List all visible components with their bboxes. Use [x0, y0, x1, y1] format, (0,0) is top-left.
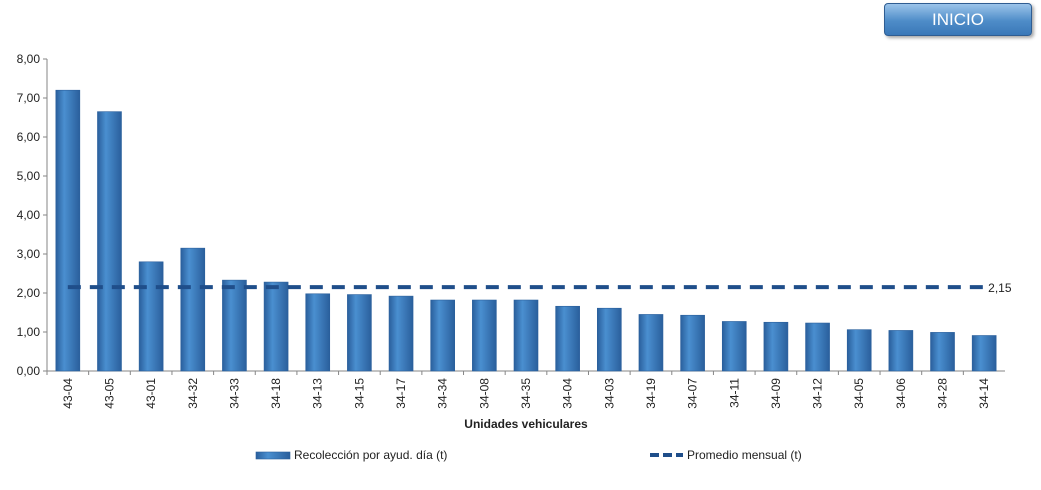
bar	[97, 111, 122, 372]
x-tick-label: 34-13	[311, 378, 325, 409]
legend-bar-swatch	[255, 451, 291, 460]
x-tick-label: 34-12	[811, 378, 825, 409]
bar	[138, 261, 164, 372]
bar	[513, 299, 539, 372]
bar	[846, 329, 872, 372]
inicio-button[interactable]: INICIO	[884, 3, 1032, 36]
bar	[472, 299, 497, 372]
bar	[555, 305, 580, 372]
x-tick-label: 43-04	[61, 378, 75, 409]
bar	[388, 295, 414, 372]
bar	[680, 314, 705, 372]
legend-line-label: Promedio mensual (t)	[687, 448, 802, 462]
x-tick-label: 34-17	[394, 378, 408, 409]
x-tick-label: 34-09	[769, 378, 783, 409]
x-tick-label: 34-08	[477, 378, 491, 409]
y-tick-label: 4,00	[17, 208, 41, 222]
x-tick-label: 34-04	[561, 378, 575, 409]
bar	[597, 307, 622, 372]
x-tick-label: 34-06	[894, 378, 908, 409]
bar	[347, 294, 372, 372]
x-tick-label: 34-35	[519, 378, 533, 409]
x-tick-label: 34-18	[269, 378, 283, 409]
bar	[805, 322, 830, 372]
x-tick-label: 34-28	[936, 378, 950, 409]
bar	[180, 247, 206, 372]
bar	[222, 279, 247, 372]
bar	[430, 299, 455, 372]
y-tick-label: 3,00	[17, 247, 41, 261]
bar	[638, 314, 664, 372]
y-tick-label: 5,00	[17, 169, 41, 183]
x-tick-label: 43-01	[144, 378, 158, 409]
legend-bar-label: Recolección por ayud. día (t)	[294, 448, 447, 462]
x-axis-title: Unidades vehiculares	[464, 417, 588, 431]
bar	[888, 330, 914, 372]
x-tick-label: 43-05	[102, 378, 116, 409]
x-tick-label: 34-19	[644, 378, 658, 409]
x-tick-label: 34-05	[852, 378, 866, 409]
bar	[721, 321, 747, 372]
x-tick-label: 34-11	[727, 378, 741, 408]
y-tick-label: 2,00	[17, 286, 41, 300]
x-tick-label: 34-32	[186, 378, 200, 409]
y-tick-label: 1,00	[17, 325, 41, 339]
x-tick-label: 34-07	[686, 378, 700, 409]
bar	[55, 89, 81, 372]
x-tick-label: 34-33	[227, 378, 241, 409]
x-tick-label: 34-34	[436, 378, 450, 409]
y-tick-label: 7,00	[17, 91, 41, 105]
y-tick-label: 6,00	[17, 130, 41, 144]
y-tick-label: 8,00	[17, 52, 41, 66]
bar	[263, 281, 289, 372]
bar	[930, 332, 955, 372]
average-value-label: 2,15	[988, 281, 1012, 295]
x-tick-label: 34-14	[977, 378, 991, 409]
x-tick-label: 34-15	[352, 378, 366, 409]
bar	[305, 293, 331, 372]
bar	[971, 335, 997, 372]
y-tick-label: 0,00	[17, 364, 41, 378]
x-tick-label: 34-03	[602, 378, 616, 409]
bar	[763, 321, 789, 372]
